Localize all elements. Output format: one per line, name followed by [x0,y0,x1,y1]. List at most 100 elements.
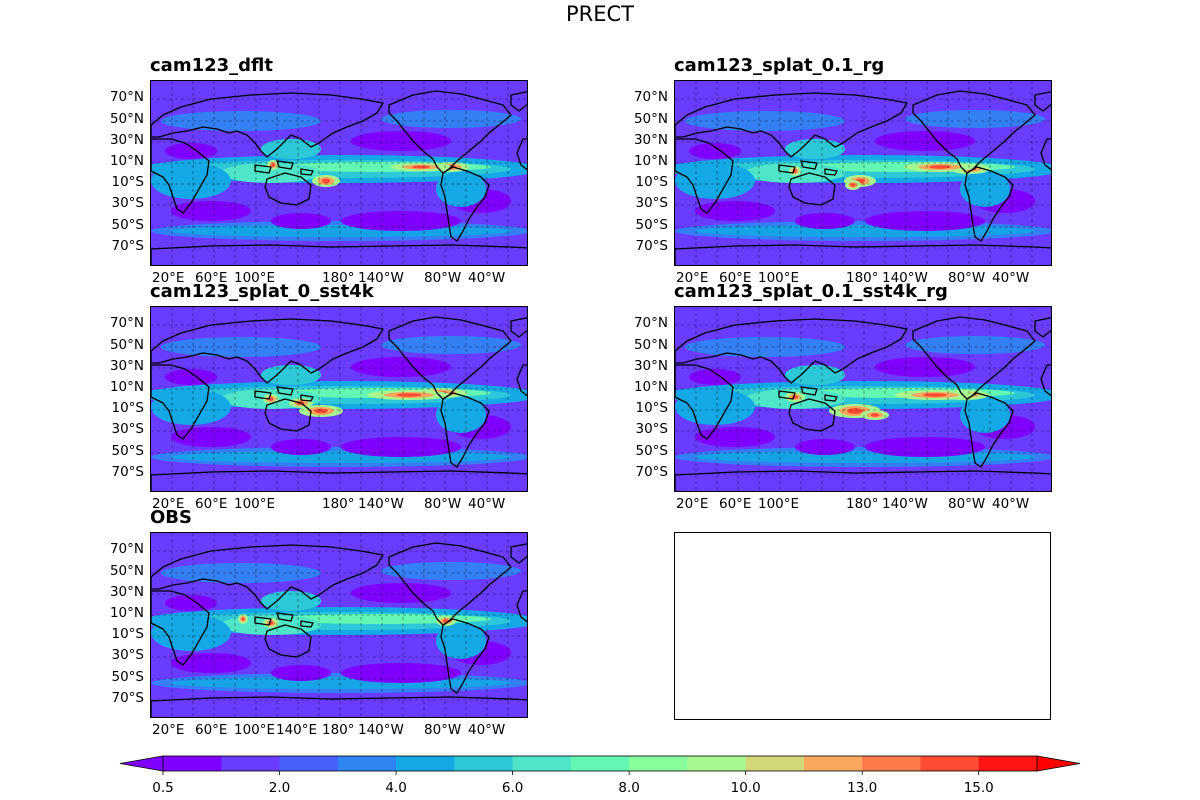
lat-tick-label: 50°N [109,111,144,127]
lat-tick-label: 70°S [635,238,669,254]
lat-tick-label: 50°S [111,443,145,459]
coastline [675,138,734,214]
coastline [151,590,210,666]
lon-tick-label: 100°E [758,496,800,512]
map-canvas [151,81,527,265]
lat-tick-label: 10°N [109,605,144,621]
map-panel-cam123-splat-0.1-rg [674,80,1052,266]
lon-tick-label: 140°E [276,722,318,738]
lat-tick-label: 50°N [109,337,144,353]
colorbar-tick-label: 2.0 [268,780,291,796]
colorbar-segment [862,756,921,771]
coastline [1040,364,1051,397]
coastline [388,542,512,626]
panel-title-cam123-dflt: cam123_dflt [150,55,273,76]
colorbar-segment [221,756,281,771]
coastline [800,386,818,396]
lat-tick-label: 30°S [635,195,669,211]
lat-tick-label: 70°S [111,464,145,480]
lat-tick-label: 50°S [635,217,669,233]
coastline [964,392,1014,468]
lon-tick-label: 60°E [719,496,752,512]
lon-tick-label: 40°W [992,496,1030,512]
coastline [276,612,294,622]
map-canvas [675,307,1051,491]
coastline [300,394,314,402]
coastline [264,624,312,658]
lat-tick-label: 50°N [109,563,144,579]
map-canvas [675,81,1051,265]
colorbar-segment [629,756,688,771]
colorbar-tick-label: 4.0 [385,780,407,796]
lon-tick-label: 140°W [358,496,404,512]
coastline [788,172,836,206]
coastline [264,398,312,432]
lon-tick-label: 100°E [234,496,276,512]
coastline [510,91,527,112]
lon-tick-label: 180° [322,722,355,738]
colorbar-segment [920,756,980,771]
coastline [675,318,908,384]
lat-tick-label: 30°N [633,132,668,148]
lon-tick-label: 100°E [758,270,800,286]
coastline [276,386,294,396]
lon-tick-label: 180° [846,270,879,286]
map-panel-cam123-dflt [150,80,528,266]
coastline [254,616,272,626]
coastline [151,696,527,717]
coastline [440,618,490,694]
coastline [675,470,1051,491]
lat-tick-label: 50°N [633,337,668,353]
lat-tick-label: 10°S [111,174,145,190]
lon-tick-label: 80°W [424,270,462,286]
coastline [254,390,272,400]
colorbar-extend-low [119,755,164,772]
colorbar-segment [512,756,572,771]
coastline [778,390,796,400]
lon-tick-label: 180° [322,270,355,286]
coastline [510,317,527,338]
coastline [388,90,512,174]
colorbar-tick-label: 13.0 [847,780,878,796]
colorbar-segment [337,756,397,771]
panel-title-obs: OBS [150,507,192,528]
lat-tick-label: 10°S [111,400,145,416]
lat-tick-label: 50°S [111,217,145,233]
lon-tick-label: 20°E [152,496,185,512]
coastline [1040,138,1051,171]
lat-tick-label: 30°N [109,132,144,148]
figure-suptitle: PRECT [565,2,634,26]
lat-tick-label: 50°S [635,443,669,459]
lon-tick-label: 80°W [948,270,986,286]
lon-tick-label: 140°W [882,270,928,286]
lon-tick-label: 60°E [719,270,752,286]
coastline [824,394,838,402]
coastline [778,164,796,174]
lon-tick-label: 80°W [948,496,986,512]
colorbar-segment [454,756,514,771]
lat-tick-label: 70°N [633,315,668,331]
lat-tick-label: 70°N [109,89,144,105]
coastline [912,90,1036,174]
lon-tick-label: 60°E [195,270,228,286]
coastline [1034,317,1051,338]
lon-tick-label: 20°E [152,270,185,286]
lon-tick-label: 40°W [992,270,1030,286]
coastline [675,364,734,440]
empty-axes-panel [674,532,1051,720]
lat-tick-label: 30°S [111,647,145,663]
lon-tick-label: 140°W [882,496,928,512]
lat-tick-label: 70°S [111,238,145,254]
colorbar-segment [745,756,805,771]
lon-tick-label: 20°E [676,496,709,512]
lat-tick-label: 70°N [633,89,668,105]
colorbar-tick-label: 15.0 [963,780,994,796]
coastline [510,543,527,564]
lon-tick-label: 60°E [195,722,228,738]
lon-tick-label: 140°W [358,722,404,738]
coastline [151,318,384,384]
lat-tick-label: 30°S [111,421,145,437]
lat-tick-label: 30°N [109,358,144,374]
lat-tick-label: 10°S [635,174,669,190]
